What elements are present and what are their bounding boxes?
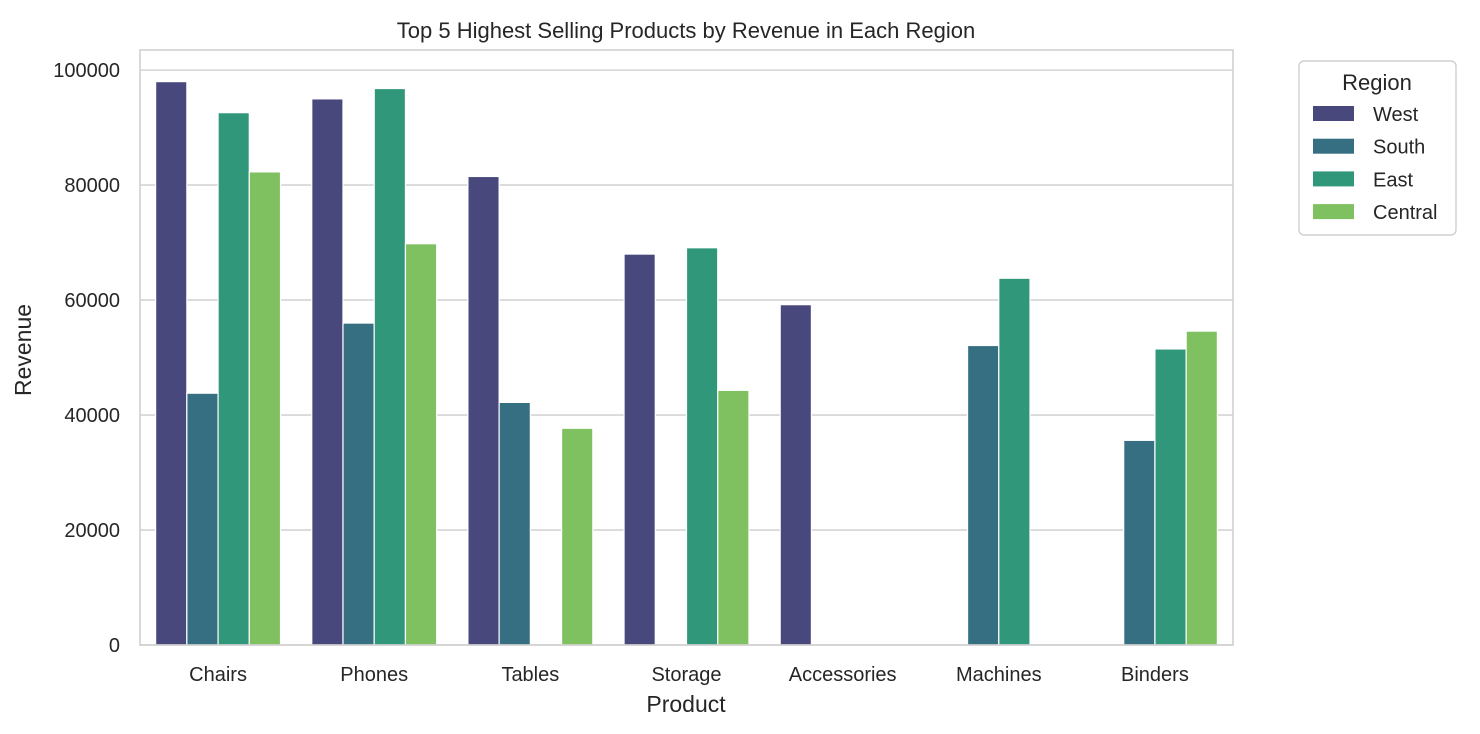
x-tick-label-accessories: Accessories: [789, 664, 897, 686]
bar-tables-south: [498, 401, 531, 646]
y-tick-label: 20000: [64, 520, 120, 542]
bar-binders-east: [1154, 348, 1187, 646]
bar-phones-west: [311, 98, 344, 646]
bars: [155, 81, 1218, 646]
legend-label-east: East: [1373, 169, 1413, 191]
x-tick-label-binders: Binders: [1121, 664, 1189, 686]
x-axis-label: Product: [646, 691, 726, 717]
legend: Region West South East Central: [1298, 60, 1457, 236]
x-axis-ticks: Chairs Phones Tables Storage Accessories Mach…: [189, 664, 1189, 686]
bar-tables-west: [467, 175, 500, 646]
legend-label-west: West: [1373, 104, 1419, 126]
y-axis-label: Revenue: [10, 304, 36, 396]
legend-swatch-west: [1313, 106, 1354, 121]
bar-phones-east: [373, 87, 407, 646]
bar-storage-central: [717, 389, 750, 646]
bar-chairs-central: [248, 171, 282, 646]
y-tick-label: 100000: [53, 60, 120, 82]
bar-storage-east: [685, 247, 719, 646]
x-tick-label-machines: Machines: [956, 664, 1042, 686]
bar-tables-central: [560, 427, 594, 646]
bar-accessories-west: [779, 304, 813, 646]
legend-frame: [1298, 60, 1457, 236]
y-tick-label: 40000: [64, 405, 120, 427]
bar-binders-south: [1123, 439, 1156, 646]
bar-chairs-west: [155, 81, 188, 646]
y-tick-label: 80000: [64, 175, 120, 197]
x-tick-label-phones: Phones: [340, 664, 408, 686]
y-tick-label: 0: [109, 635, 120, 657]
legend-label-central: Central: [1373, 202, 1437, 224]
bar-storage-west: [623, 253, 656, 646]
legend-swatch-east: [1313, 171, 1354, 187]
x-tick-label-storage: Storage: [651, 664, 721, 686]
x-tick-label-chairs: Chairs: [189, 664, 247, 686]
legend-items: West South East Central: [1313, 104, 1437, 224]
chart-title: Top 5 Highest Selling Products by Revenu…: [397, 18, 975, 43]
y-tick-label: 60000: [64, 290, 120, 312]
x-tick-label-tables: Tables: [501, 664, 559, 686]
bar-phones-south: [342, 322, 375, 646]
bar-machines-east: [998, 277, 1031, 646]
bar-machines-south: [966, 344, 1000, 646]
legend-title: Region: [1342, 70, 1412, 95]
bar-chairs-south: [186, 392, 219, 646]
bar-phones-central: [404, 243, 438, 646]
legend-swatch-central: [1313, 204, 1354, 220]
bar-chairs-east: [217, 112, 250, 646]
y-axis-ticks: 0 20000 40000 60000 80000 100000: [53, 60, 120, 657]
plot-frame: [139, 49, 1234, 646]
legend-label-south: South: [1373, 137, 1425, 159]
legend-swatch-south: [1313, 138, 1354, 154]
bar-binders-central: [1185, 330, 1218, 646]
